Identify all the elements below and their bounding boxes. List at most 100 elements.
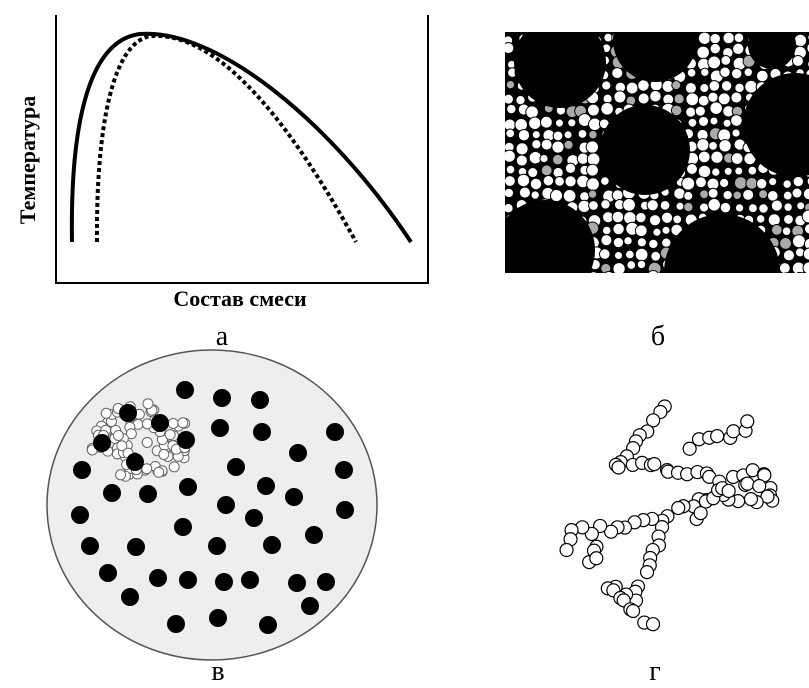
grain <box>748 204 757 213</box>
grain <box>784 214 794 224</box>
grain <box>671 105 682 116</box>
grain <box>648 262 661 275</box>
grain <box>624 237 632 245</box>
cluster-grain <box>116 470 126 480</box>
grain <box>709 272 720 283</box>
domain <box>514 16 606 108</box>
grain <box>698 165 710 177</box>
cluster-grain <box>178 418 188 428</box>
particle <box>167 615 185 633</box>
cluster-grain <box>159 449 169 459</box>
grain <box>586 141 598 153</box>
grain <box>612 190 623 201</box>
domain <box>613 0 697 82</box>
particle <box>179 571 197 589</box>
grain <box>649 239 658 248</box>
grain <box>587 164 599 176</box>
grain <box>504 188 513 197</box>
grain <box>793 55 804 66</box>
grain <box>647 271 659 283</box>
panel-label: б <box>651 321 665 352</box>
grain <box>723 119 731 127</box>
particle <box>217 496 235 514</box>
grain <box>503 42 514 53</box>
grain <box>748 166 757 175</box>
grain <box>700 190 709 199</box>
grain <box>599 249 610 260</box>
grain <box>731 153 743 165</box>
grain <box>517 174 529 186</box>
grain <box>684 191 693 200</box>
grain <box>576 273 585 282</box>
aggregate-particle <box>727 425 740 438</box>
particle <box>215 573 233 591</box>
grain <box>698 32 710 44</box>
grain <box>759 190 768 199</box>
grain <box>614 91 626 103</box>
particle <box>257 477 275 495</box>
grain <box>709 142 718 151</box>
grain <box>735 167 743 175</box>
grain <box>623 198 636 211</box>
grain <box>564 140 573 149</box>
grain <box>519 187 530 198</box>
grain <box>555 273 566 284</box>
grain <box>565 163 575 173</box>
grain <box>723 275 732 284</box>
cluster-grain <box>168 418 178 428</box>
particle <box>335 461 353 479</box>
particle <box>245 509 263 527</box>
particle <box>149 569 167 587</box>
grain <box>708 188 718 198</box>
y-axis-label: Температура <box>15 96 40 224</box>
particle <box>211 419 229 437</box>
grain <box>515 118 528 131</box>
cluster-grain <box>154 467 164 477</box>
particle <box>317 573 335 591</box>
grain <box>783 191 792 200</box>
grain <box>635 225 647 237</box>
x-axis-label: Состав смеси <box>173 286 307 311</box>
grain <box>528 168 538 178</box>
grain <box>503 150 515 162</box>
grain <box>709 81 720 92</box>
particle <box>209 609 227 627</box>
grain <box>759 204 769 214</box>
grain <box>506 80 514 88</box>
aggregate-particle <box>647 618 660 631</box>
grain <box>721 56 731 66</box>
grain <box>660 200 670 210</box>
particle <box>213 389 231 407</box>
grain <box>613 223 624 234</box>
particle <box>227 458 245 476</box>
aggregate-particle <box>672 501 685 514</box>
grain <box>688 118 697 127</box>
plot-frame <box>56 15 428 283</box>
particle <box>241 571 259 589</box>
grain <box>768 214 780 226</box>
grain <box>635 248 648 261</box>
grain <box>792 235 805 248</box>
grain <box>771 200 782 211</box>
grain <box>613 263 625 275</box>
grain <box>543 175 553 185</box>
particle <box>73 461 91 479</box>
figure: Температура Состав смеси а б в г <box>0 0 809 688</box>
grain <box>687 164 698 175</box>
grain <box>589 130 598 139</box>
grain <box>651 251 661 261</box>
panel-label: г <box>649 656 660 687</box>
grain <box>516 155 527 166</box>
grain <box>733 191 741 199</box>
grain <box>650 90 662 102</box>
grain <box>769 178 777 186</box>
grain <box>532 140 541 149</box>
grain <box>780 237 792 249</box>
particle <box>179 478 197 496</box>
particle <box>174 518 192 536</box>
grain <box>710 43 720 53</box>
cluster-grain <box>142 419 152 429</box>
grain <box>710 117 718 125</box>
grain <box>735 83 744 92</box>
grain <box>530 178 541 189</box>
